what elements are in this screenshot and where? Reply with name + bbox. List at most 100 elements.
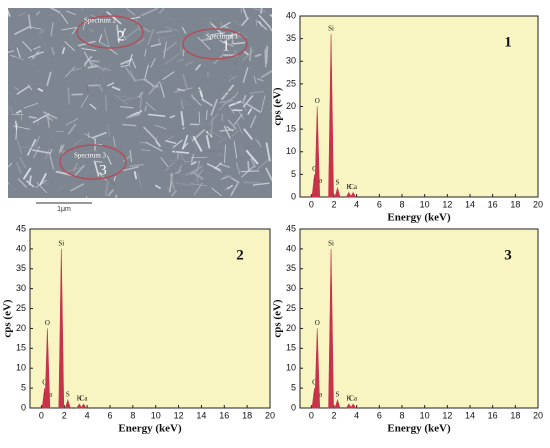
peak-label: Ca [349, 183, 358, 191]
texture [230, 177, 240, 184]
texture [218, 105, 225, 112]
texture [46, 71, 52, 86]
texture [171, 124, 187, 135]
y-tick-label: 30 [16, 283, 26, 293]
texture [206, 127, 212, 142]
x-tick-label: 2 [331, 199, 336, 209]
texture [233, 19, 241, 26]
texture [257, 20, 268, 31]
texture [104, 94, 108, 112]
x-tick-label: 12 [442, 410, 452, 420]
x-tick-label: 2 [62, 410, 67, 420]
texture [205, 109, 208, 120]
texture [190, 161, 197, 166]
texture [108, 47, 118, 55]
texture [227, 119, 237, 130]
texture [241, 17, 249, 26]
texture [242, 67, 249, 84]
texture [242, 50, 254, 61]
texture [9, 106, 14, 116]
texture [174, 169, 182, 175]
texture [154, 184, 161, 190]
texture [255, 138, 262, 148]
peak [80, 403, 87, 409]
x-tick-label: 18 [510, 199, 520, 209]
scale-label: 1μm [57, 206, 71, 213]
spot-number: 2 [117, 28, 125, 44]
texture [17, 178, 27, 188]
texture [180, 100, 184, 110]
texture [270, 45, 272, 49]
texture [223, 144, 227, 163]
x-tick-label: 18 [510, 410, 520, 420]
peak-label: C [312, 165, 317, 173]
texture [113, 176, 116, 181]
texture [230, 182, 239, 196]
texture [182, 134, 189, 150]
texture [112, 136, 116, 148]
texture [199, 68, 204, 74]
peak-label: O [45, 319, 50, 327]
texture [125, 67, 136, 82]
texture [46, 115, 50, 128]
texture [61, 26, 80, 31]
x-tick-label: 2 [331, 410, 336, 420]
texture [28, 84, 32, 90]
texture [222, 96, 235, 106]
texture [130, 8, 136, 13]
texture [22, 41, 33, 52]
texture [254, 53, 262, 58]
texture [151, 162, 168, 173]
texture [165, 26, 179, 32]
texture [220, 90, 237, 94]
texture [148, 81, 161, 95]
x-tick-label: 20 [265, 410, 275, 420]
texture [223, 125, 231, 139]
y-tick-label: 40 [16, 243, 26, 253]
peak [44, 328, 51, 409]
texture [88, 28, 94, 33]
texture [18, 156, 27, 169]
texture [190, 153, 195, 163]
texture [67, 123, 77, 135]
texture [138, 91, 144, 98]
texture [243, 181, 262, 184]
texture [219, 99, 234, 104]
peak-label: S [336, 391, 340, 399]
texture [128, 53, 133, 65]
texture [105, 180, 109, 197]
texture [184, 61, 194, 66]
x-axis-label: Energy (keV) [387, 423, 451, 435]
texture [120, 106, 134, 109]
spot-name: Spectrum 2 [84, 17, 117, 25]
texture [94, 65, 101, 84]
y-tick-label: 15 [16, 343, 26, 353]
texture [85, 84, 89, 94]
sem-image [8, 8, 272, 198]
peak-label: S [336, 179, 340, 187]
x-tick-label: 12 [442, 199, 452, 209]
panel-label: 3 [504, 247, 512, 263]
texture [240, 170, 260, 173]
peak [345, 191, 352, 198]
x-tick-label: 0 [39, 410, 44, 420]
texture [203, 17, 214, 20]
texture [68, 67, 82, 73]
texture [192, 135, 203, 152]
texture [45, 112, 52, 120]
texture [252, 182, 270, 186]
y-tick-label: 45 [16, 223, 26, 233]
texture [180, 47, 185, 54]
x-tick-label: 16 [219, 410, 229, 420]
texture [64, 166, 83, 173]
texture [218, 163, 230, 168]
texture [265, 167, 272, 183]
texture [169, 115, 176, 119]
y-tick-label: 30 [286, 56, 296, 66]
texture [87, 132, 90, 139]
peak-label: Ca [349, 395, 358, 403]
texture [49, 148, 53, 154]
y-tick-label: 0 [21, 402, 26, 412]
texture [134, 50, 141, 54]
texture [181, 26, 187, 34]
